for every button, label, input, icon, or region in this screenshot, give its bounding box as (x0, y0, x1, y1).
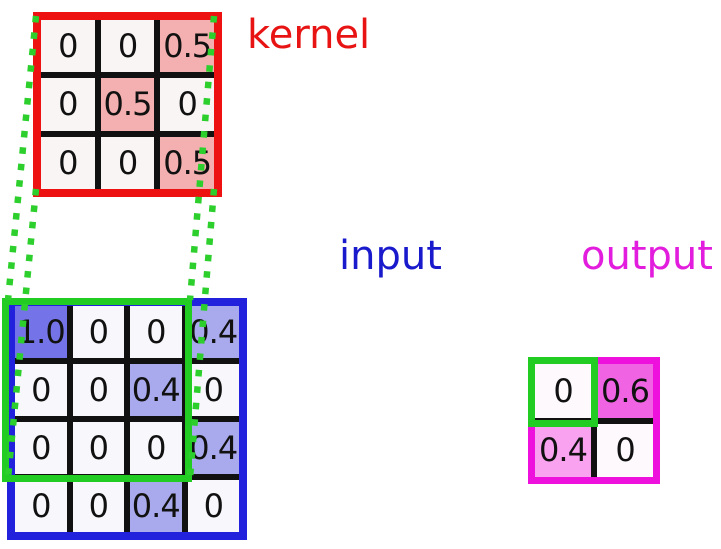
input-cell-highlighted: 0.4 (130, 364, 182, 416)
output-cell-highlighted: 0.4 (535, 423, 591, 477)
input-cell: 0 (130, 306, 182, 358)
kernel-cell-highlighted: 0.5 (160, 136, 214, 189)
output-cell: 0 (535, 364, 591, 418)
input-cell-highlighted: 0.4 (187, 422, 239, 474)
kernel-cell: 0 (41, 136, 95, 189)
kernel-cell-highlighted: 0.5 (160, 20, 214, 73)
kernel-cell: 0 (41, 78, 95, 131)
input-cell: 0 (15, 480, 67, 532)
output-cell-highlighted: 0.6 (597, 364, 653, 418)
input-cell-highlighted: 0.4 (187, 306, 239, 358)
input-cell: 0 (72, 306, 124, 358)
input-window-outline (2, 298, 192, 482)
input-cell: 0 (72, 480, 124, 532)
output-window-outline (528, 357, 598, 427)
input-cell-highlighted: 0.4 (130, 480, 182, 532)
input-cell: 0 (72, 364, 124, 416)
kernel-matrix: 0 0 0.5 0 0.5 0 0 0 0.5 (33, 12, 222, 197)
kernel-cell: 0 (41, 20, 95, 73)
projection-line-top-left (4, 15, 40, 301)
kernel-cell: 0 (100, 136, 155, 189)
output-cell: 0 (597, 423, 653, 477)
output-label: output (581, 233, 713, 279)
kernel-cell: 0 (100, 20, 155, 73)
kernel-label: kernel (247, 12, 371, 58)
input-cell: 0 (187, 364, 239, 416)
input-cell: 0 (130, 422, 182, 474)
input-cell: 0 (72, 422, 124, 474)
kernel-cell-highlighted: 0.5 (100, 78, 155, 131)
input-label: input (339, 233, 442, 279)
kernel-cell: 0 (160, 78, 214, 131)
input-cell: 0 (187, 480, 239, 532)
